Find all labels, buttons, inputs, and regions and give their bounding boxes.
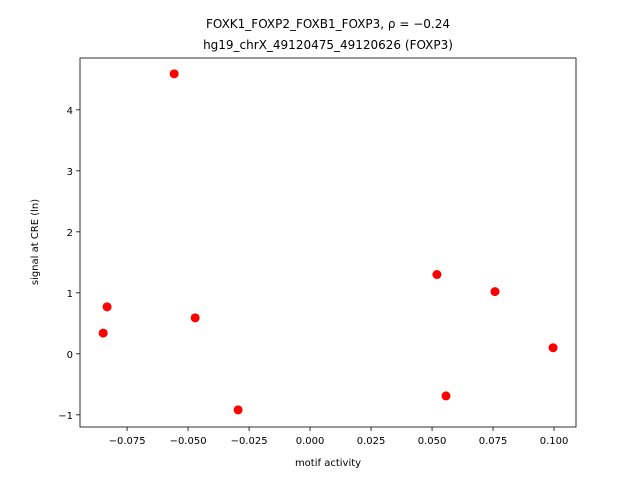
point (548, 343, 558, 353)
point (441, 391, 451, 401)
y-tick-label: 4 (67, 106, 73, 117)
point (190, 313, 200, 323)
chart-title: FOXK1_FOXP2_FOXB1_FOXP3, ρ = −0.24 (206, 17, 450, 31)
x-tick-label: 0.050 (418, 436, 447, 447)
x-tick-label: −0.075 (109, 436, 146, 447)
y-tick-label: 3 (67, 167, 73, 178)
point (432, 270, 442, 280)
y-tick-label: −1 (58, 411, 73, 422)
x-tick-label: −0.050 (170, 436, 207, 447)
x-tick-label: 0.075 (479, 436, 508, 447)
point (102, 302, 112, 312)
y-tick-label: 0 (67, 350, 73, 361)
y-tick-label: 2 (67, 228, 73, 239)
plot-frame (79, 57, 577, 428)
point (490, 287, 500, 297)
x-tick-label: −0.025 (231, 436, 268, 447)
point (233, 405, 243, 415)
x-tick-label: 0.025 (357, 436, 386, 447)
point (98, 328, 108, 338)
x-tick-label: 0.100 (540, 436, 569, 447)
x-tick-label: 0.000 (296, 436, 325, 447)
point (169, 69, 179, 79)
y-tick-label: 1 (67, 289, 73, 300)
x-axis-label: motif activity (295, 458, 361, 469)
chart-subtitle: hg19_chrX_49120475_49120626 (FOXP3) (203, 38, 453, 52)
y-axis-label: signal at CRE (ln) (30, 199, 41, 285)
